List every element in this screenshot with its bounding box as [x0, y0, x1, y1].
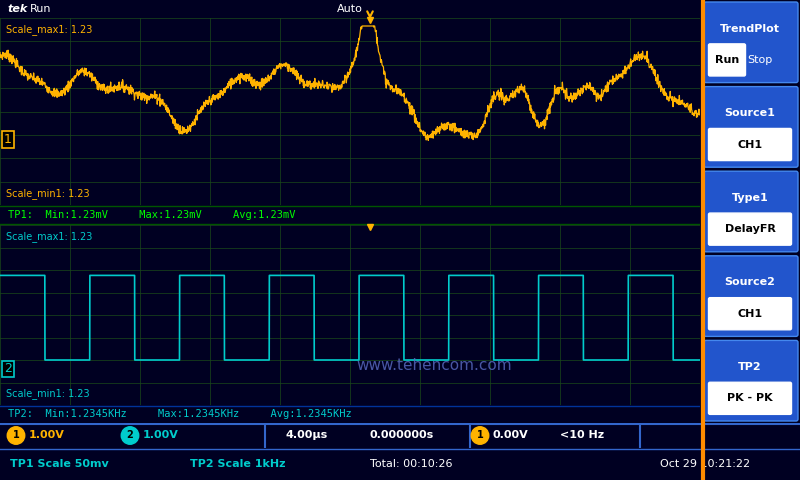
- Text: TP2:  Min:1.2345KHz     Max:1.2345KHz     Avg:1.2345KHz: TP2: Min:1.2345KHz Max:1.2345KHz Avg:1.2…: [8, 409, 352, 419]
- Text: Run: Run: [30, 4, 51, 14]
- Circle shape: [471, 427, 489, 444]
- Text: Stop: Stop: [747, 55, 773, 65]
- Text: CH1: CH1: [738, 140, 762, 149]
- Text: 2: 2: [126, 431, 134, 441]
- FancyBboxPatch shape: [704, 86, 798, 167]
- Text: 1: 1: [4, 133, 12, 146]
- Text: TP2 Scale 1kHz: TP2 Scale 1kHz: [190, 459, 286, 469]
- Text: PK - PK: PK - PK: [727, 393, 773, 403]
- FancyBboxPatch shape: [704, 171, 798, 252]
- Text: TrendPlot: TrendPlot: [720, 24, 780, 34]
- Text: <10 Hz: <10 Hz: [560, 431, 604, 441]
- Text: 1: 1: [13, 431, 19, 441]
- Text: 2: 2: [4, 362, 12, 375]
- Text: 1.00V: 1.00V: [29, 431, 65, 441]
- FancyBboxPatch shape: [709, 129, 791, 161]
- Text: CH1: CH1: [738, 309, 762, 319]
- Text: Scale_min1: 1.23: Scale_min1: 1.23: [6, 388, 90, 399]
- Text: Auto: Auto: [337, 4, 363, 14]
- Text: TP2: TP2: [738, 362, 762, 372]
- Text: Scale_max1: 1.23: Scale_max1: 1.23: [6, 24, 92, 35]
- FancyBboxPatch shape: [704, 256, 798, 336]
- FancyBboxPatch shape: [709, 382, 791, 414]
- FancyBboxPatch shape: [709, 298, 791, 330]
- Text: TP1:  Min:1.23mV     Max:1.23mV     Avg:1.23mV: TP1: Min:1.23mV Max:1.23mV Avg:1.23mV: [8, 210, 296, 220]
- Circle shape: [122, 427, 138, 444]
- Text: Scale_max1: 1.23: Scale_max1: 1.23: [6, 231, 92, 242]
- FancyBboxPatch shape: [709, 44, 746, 76]
- Text: Source1: Source1: [725, 108, 775, 118]
- Text: 0.000000s: 0.000000s: [370, 431, 434, 441]
- Text: Scale_min1: 1.23: Scale_min1: 1.23: [6, 188, 90, 199]
- Text: 0.00V: 0.00V: [493, 431, 529, 441]
- Text: tek: tek: [8, 4, 28, 14]
- Text: Total: 00:10:26: Total: 00:10:26: [370, 459, 453, 469]
- Circle shape: [7, 427, 25, 444]
- Text: DelayFR: DelayFR: [725, 224, 775, 234]
- Text: www.tehencom.com: www.tehencom.com: [356, 358, 512, 373]
- Text: 1.00V: 1.00V: [142, 431, 178, 441]
- FancyBboxPatch shape: [709, 213, 791, 245]
- Text: 4.00μs: 4.00μs: [285, 431, 327, 441]
- Text: Run: Run: [715, 55, 739, 65]
- FancyBboxPatch shape: [704, 340, 798, 421]
- Text: Type1: Type1: [732, 192, 768, 203]
- Text: Source2: Source2: [725, 277, 775, 288]
- FancyBboxPatch shape: [704, 2, 798, 83]
- Text: TP1 Scale 50mv: TP1 Scale 50mv: [10, 459, 109, 469]
- Text: Oct 29 10:21:22: Oct 29 10:21:22: [660, 459, 750, 469]
- Text: 1: 1: [477, 431, 483, 441]
